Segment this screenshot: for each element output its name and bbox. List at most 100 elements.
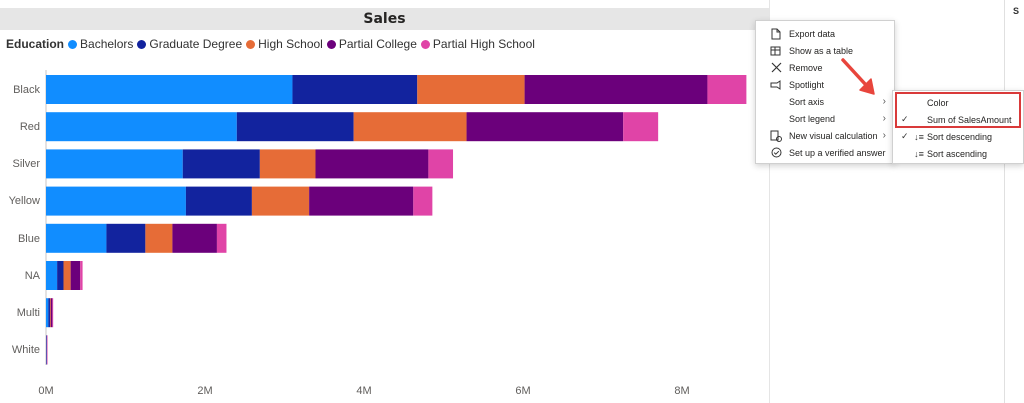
menu-item-sort-axis[interactable]: Sort axis ›: [756, 93, 894, 110]
bar-segment: [417, 75, 525, 104]
bar-segment: [52, 298, 54, 328]
legend-item-bachelors[interactable]: Bachelors: [68, 37, 133, 51]
bar-segment: [145, 223, 173, 253]
menu-item-sort-legend[interactable]: Sort legend ›: [756, 110, 894, 127]
submenu-item-sort-descending[interactable]: ✓ ↓≡ Sort descending: [893, 128, 1023, 145]
bar-segment: [185, 186, 252, 216]
bar-segment: [50, 298, 53, 328]
x-tick-label: 0M: [38, 385, 53, 397]
bar-segment: [315, 149, 429, 179]
legend-label: Bachelors: [80, 37, 134, 51]
legend-dot-icon: [420, 39, 430, 49]
chevron-right-icon: ›: [882, 96, 886, 107]
legend-dot-icon: [68, 39, 78, 49]
category-label: Red: [19, 121, 40, 133]
menu-item-label: Sort legend: [789, 113, 836, 124]
bar-segment: [524, 75, 708, 104]
close-icon: [770, 62, 782, 74]
checkmark-icon: ✓: [901, 114, 909, 124]
x-tick-label: 2M: [197, 385, 212, 397]
chart-plot-area: 0M 2M 4M 6M 8M: [38, 70, 747, 397]
bar-segment: [259, 149, 316, 179]
submenu-item-sum-of-salesamount[interactable]: ✓ Sum of SalesAmount: [893, 111, 1023, 128]
bar-segment: [49, 298, 51, 328]
bar-segment: [623, 112, 659, 142]
bar-segment: [57, 261, 64, 290]
legend-dot-icon: [137, 39, 147, 49]
bar-segment: [70, 261, 81, 290]
legend-dot-icon: [246, 39, 256, 49]
bar-segment: [46, 261, 58, 290]
bar-segment: [46, 335, 47, 365]
category-label: Blue: [17, 233, 40, 245]
category-label: Yellow: [8, 195, 40, 207]
menu-item-label: New visual calculation: [789, 130, 878, 141]
bar-chart-visual[interactable]: Sales Education Bachelors Graduate Degre…: [0, 0, 770, 403]
bar-segment: [413, 186, 433, 216]
menu-item-label: Show as a table: [789, 45, 854, 56]
menu-item-remove[interactable]: Remove: [756, 59, 894, 76]
bar-segment: [292, 75, 418, 104]
legend-item-partial-college[interactable]: Partial College: [326, 37, 417, 51]
legend-label: Partial College: [338, 37, 417, 51]
calculation-icon: [770, 130, 782, 142]
bar-segment: [236, 112, 354, 142]
menu-item-label: Export data: [789, 28, 836, 39]
bar-segment: [80, 261, 83, 290]
legend-title: Education: [6, 37, 65, 51]
bar-segment: [46, 335, 48, 365]
legend-label: Graduate Degree: [149, 37, 243, 51]
menu-item-verified-answer[interactable]: Set up a verified answer: [756, 144, 894, 161]
category-label: Multi: [16, 307, 40, 319]
bar-segment: [63, 261, 71, 290]
legend-item-high-school[interactable]: High School: [246, 37, 323, 51]
sort-descending-icon: ↓≡: [914, 131, 924, 142]
bar-segment: [46, 75, 293, 104]
bar-segment: [251, 186, 310, 216]
bar-segment: [46, 186, 186, 216]
menu-item-export-data[interactable]: Export data: [756, 25, 894, 42]
context-menu: Export data Show as a table Remove Spotl…: [755, 20, 895, 164]
category-label: White: [11, 344, 40, 356]
bar-segment: [309, 186, 414, 216]
menu-item-label: Set up a verified answer: [789, 147, 886, 158]
submenu-item-label: Sum of SalesAmount: [927, 114, 1012, 125]
visual-title: Sales: [363, 11, 406, 27]
menu-item-show-as-table[interactable]: Show as a table: [756, 42, 894, 59]
legend-label: Partial High School: [432, 37, 535, 51]
category-label: Silver: [12, 158, 40, 170]
bar-segment: [106, 223, 146, 253]
legend-item-graduate-degree[interactable]: Graduate Degree: [137, 37, 242, 51]
menu-item-label: Remove: [789, 62, 823, 73]
bar-segment: [428, 149, 454, 179]
bar-segment: [172, 223, 217, 253]
chevron-right-icon: ›: [882, 113, 886, 124]
bar-segment: [216, 223, 227, 253]
legend-label: High School: [258, 37, 323, 51]
bar-segment: [182, 149, 260, 179]
menu-item-label: Spotlight: [789, 79, 825, 90]
legend-item-partial-high-school[interactable]: Partial High School: [420, 37, 535, 51]
bar-segment: [46, 298, 49, 328]
chart-legend: Education Bachelors Graduate Degree High…: [6, 36, 539, 52]
submenu-item-label: Color: [927, 97, 949, 108]
menu-item-label: Sort axis: [789, 96, 825, 107]
category-label: NA: [24, 270, 40, 282]
table-icon: [770, 45, 782, 57]
bar-segment: [466, 112, 624, 142]
x-tick-label: 8M: [674, 385, 689, 397]
checkmark-icon: ✓: [901, 131, 909, 141]
menu-item-new-visual-calculation[interactable]: New visual calculation ›: [756, 127, 894, 144]
pane-letter: S: [1013, 6, 1020, 16]
visual-title-bar: Sales: [0, 8, 769, 30]
submenu-item-color[interactable]: Color: [893, 94, 1023, 111]
bar-segment: [46, 223, 107, 253]
verified-icon: [770, 147, 782, 159]
x-tick-label: 6M: [515, 385, 530, 397]
submenu-item-sort-ascending[interactable]: ↓≡ Sort ascending: [893, 145, 1023, 162]
category-label: Black: [13, 84, 40, 96]
spotlight-icon: [770, 79, 782, 91]
menu-item-spotlight[interactable]: Spotlight: [756, 76, 894, 93]
collapsed-pane[interactable]: S: [1004, 0, 1024, 403]
chevron-right-icon: ›: [882, 130, 886, 141]
